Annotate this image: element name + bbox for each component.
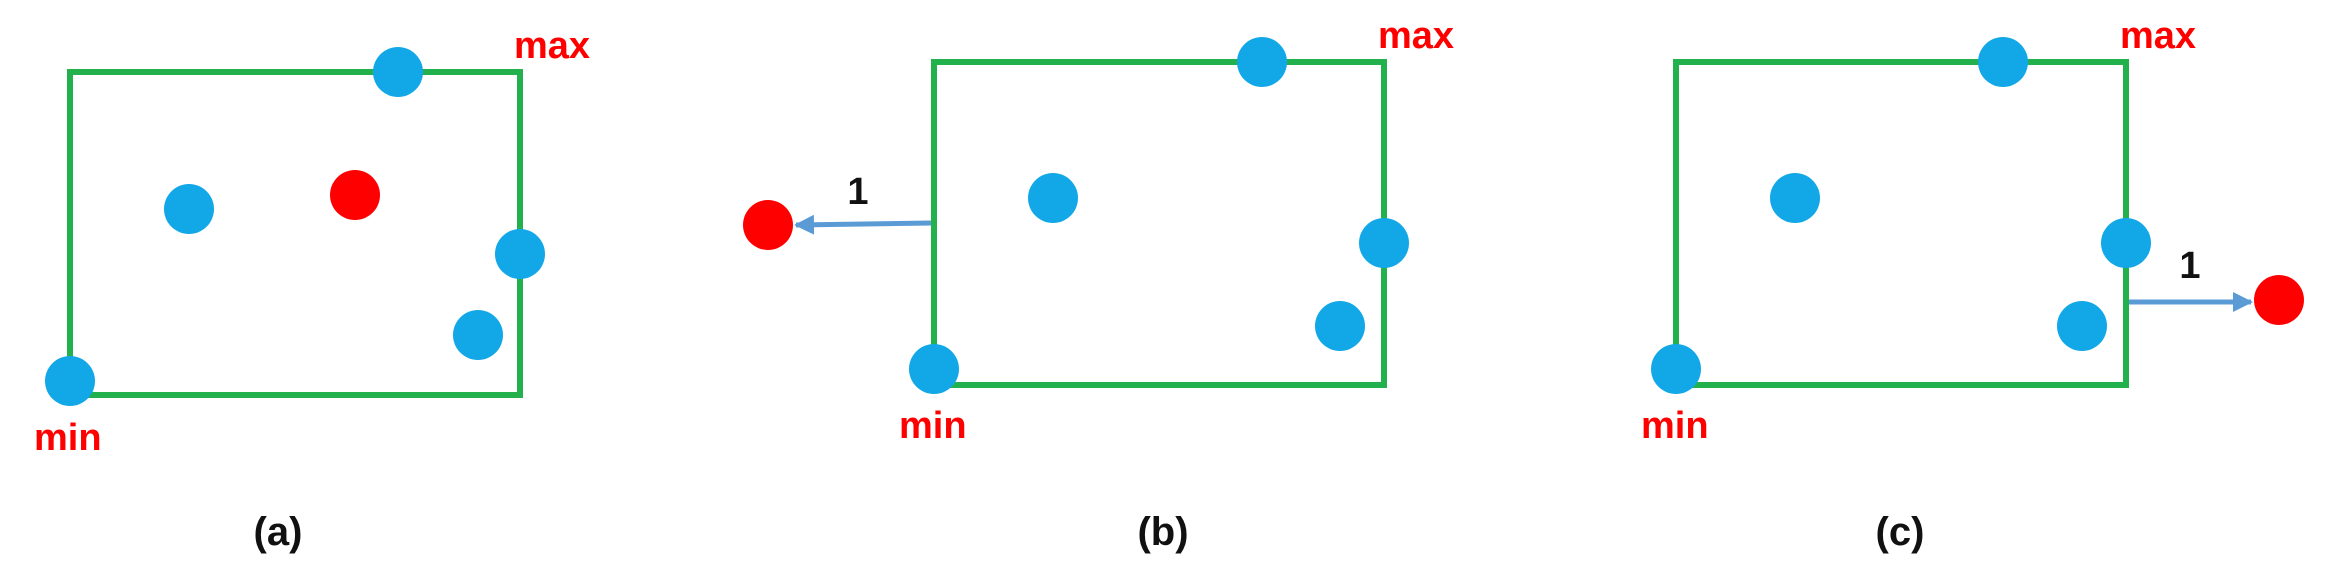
min-label: min xyxy=(1641,405,1709,447)
distance-label: 1 xyxy=(847,171,868,213)
data-point-min xyxy=(909,344,959,394)
data-point xyxy=(1770,173,1820,223)
bounding-box xyxy=(1673,59,2129,388)
data-point xyxy=(164,184,214,234)
data-point xyxy=(2057,301,2107,351)
bounding-box xyxy=(931,59,1387,388)
min-label: min xyxy=(34,417,102,459)
panel-caption: (b) xyxy=(1137,510,1188,554)
panel-caption: (a) xyxy=(254,510,303,554)
data-point xyxy=(1237,37,1287,87)
bounding-box xyxy=(67,69,523,398)
query-point xyxy=(743,200,793,250)
panel-b: 1 max min (b) xyxy=(743,15,1454,554)
query-point xyxy=(2254,275,2304,325)
data-point xyxy=(373,47,423,97)
data-point xyxy=(1028,173,1078,223)
data-point xyxy=(1359,218,1409,268)
data-point xyxy=(1978,37,2028,87)
panel-caption: (c) xyxy=(1876,510,1925,554)
query-point xyxy=(330,170,380,220)
data-point xyxy=(453,310,503,360)
data-point xyxy=(1315,301,1365,351)
max-label: max xyxy=(1378,15,1454,57)
data-point-min xyxy=(45,356,95,406)
data-point-min xyxy=(1651,344,1701,394)
panel-c: 1 max min (c) xyxy=(1641,15,2304,554)
panel-a: max min (a) xyxy=(34,25,590,554)
distance-arrow xyxy=(794,214,932,235)
distance-label: 1 xyxy=(2179,245,2200,287)
max-label: max xyxy=(2120,15,2196,57)
data-point xyxy=(2101,218,2151,268)
min-label: min xyxy=(899,405,967,447)
max-label: max xyxy=(514,25,590,67)
data-point xyxy=(495,229,545,279)
